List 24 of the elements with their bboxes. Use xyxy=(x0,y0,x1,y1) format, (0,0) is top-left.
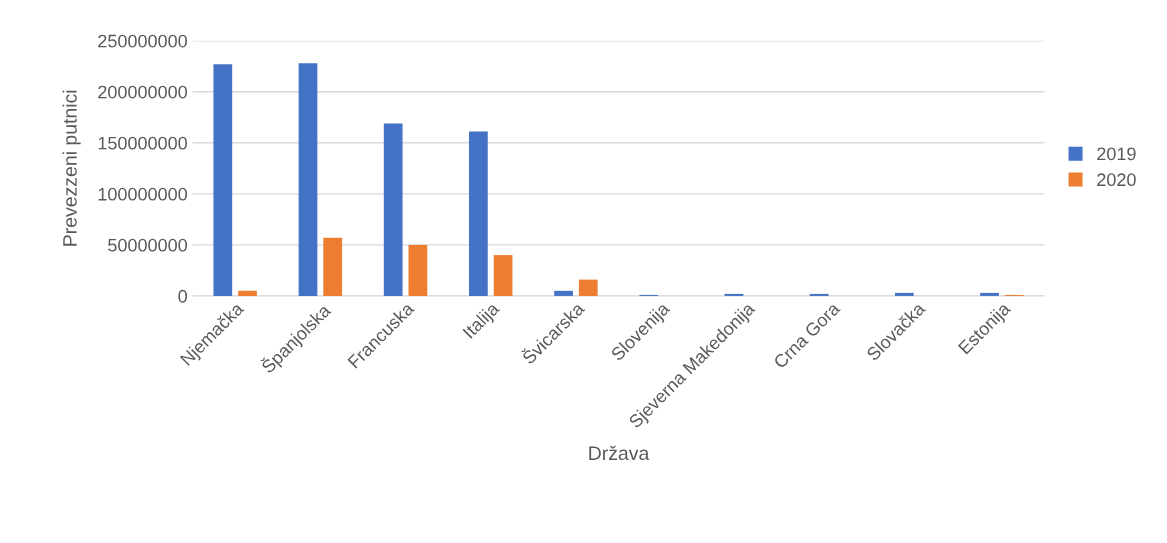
y-tick-label: 100000000 xyxy=(98,187,187,201)
y-axis-title: Prevezzeni putnici xyxy=(62,90,81,246)
bar xyxy=(724,293,744,296)
bar xyxy=(408,244,428,296)
bar xyxy=(383,123,403,296)
legend-label: 2020 xyxy=(1097,173,1136,187)
y-tick-label: 200000000 xyxy=(98,85,187,99)
bar xyxy=(554,290,573,296)
bar xyxy=(298,63,318,296)
bar xyxy=(809,293,829,296)
y-tick-label: 50000000 xyxy=(108,238,187,252)
bar xyxy=(213,64,233,296)
bar xyxy=(578,279,598,296)
bar xyxy=(894,292,914,296)
bar xyxy=(469,131,488,296)
bar xyxy=(493,255,513,296)
bar xyxy=(323,237,343,296)
bar xyxy=(238,290,257,296)
y-tick-label: 250000000 xyxy=(98,34,187,48)
legend-label: 2019 xyxy=(1097,147,1136,161)
x-axis-title: Država xyxy=(589,445,650,461)
y-tick-label: 150000000 xyxy=(98,136,187,150)
bar xyxy=(980,292,999,296)
y-tick-label: 0 xyxy=(178,289,187,303)
